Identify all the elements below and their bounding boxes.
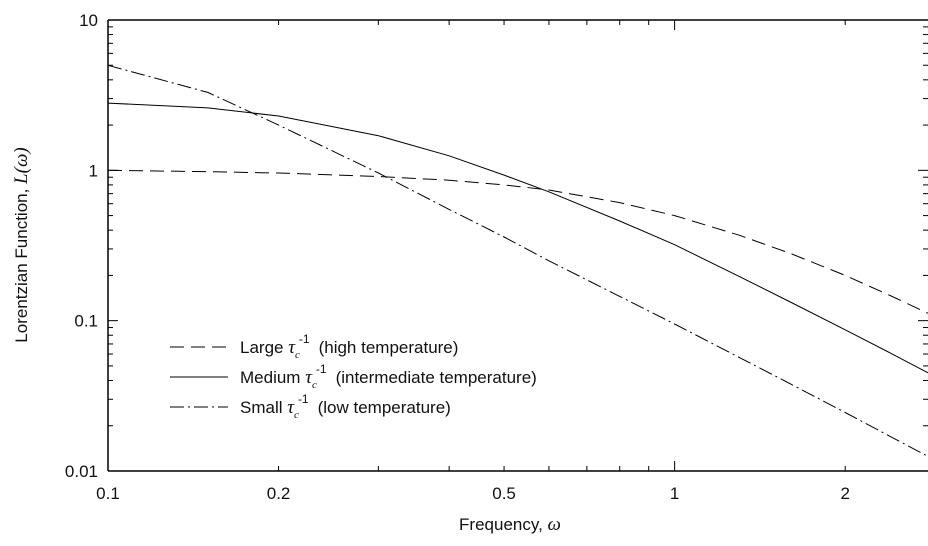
legend-entry-small: Small τc -1 (low temperature) xyxy=(240,392,451,421)
series-layer xyxy=(107,64,928,457)
series-line-solid xyxy=(107,102,928,374)
y-axis-title: Lorentzian Function, L(ω) xyxy=(11,147,32,342)
plot-frame xyxy=(107,19,928,472)
x-tick-label: 2 xyxy=(840,484,849,503)
y-tick-label: 10 xyxy=(79,11,98,30)
legend-large-tau: τ xyxy=(288,337,296,358)
legend-small-sup: -1 xyxy=(298,392,309,406)
x-axis-title-symbol: ω xyxy=(548,514,561,535)
legend-small-sub: c xyxy=(294,409,299,421)
legend-large-prefix: Large xyxy=(240,338,288,357)
legend-large-suffix: (high temperature) xyxy=(319,338,459,357)
legend-large-sub: c xyxy=(295,349,300,361)
legend-small-tau: τ xyxy=(287,397,295,418)
y-tick-label: 1 xyxy=(89,161,98,180)
series-line-dashed xyxy=(107,169,928,314)
legend-medium-prefix: Medium xyxy=(240,368,305,387)
series-line-dash-dot xyxy=(107,64,928,457)
legend-medium-sub: c xyxy=(312,379,317,391)
y-axis-title-symbol: L(ω) xyxy=(11,147,32,185)
legend-entry-medium: Medium τc -1 (intermediate temperature) xyxy=(240,362,537,391)
y-ticks: 0.01 0.1 1 10 xyxy=(65,11,928,481)
y-axis-title-text: Lorentzian Function, xyxy=(12,184,31,343)
x-tick-label: 0.5 xyxy=(492,484,516,503)
legend-small-prefix: Small xyxy=(240,398,287,417)
legend-entry-large: Large τc -1 (high temperature) xyxy=(240,332,458,361)
x-tick-label: 1 xyxy=(670,484,679,503)
legend-medium-sup: -1 xyxy=(316,362,327,376)
x-tick-label: 0.2 xyxy=(267,484,291,503)
x-axis-title: Frequency, ω xyxy=(459,514,561,535)
legend-medium-tau: τ xyxy=(305,367,313,388)
legend-small-suffix: (low temperature) xyxy=(318,398,451,417)
legend: Large τc-1 (high temperature) Medium τc-1… xyxy=(170,332,537,421)
y-tick-label: 0.01 xyxy=(65,462,98,481)
x-axis-title-text: Frequency, xyxy=(459,515,548,534)
x-tick-label: 0.1 xyxy=(96,484,120,503)
legend-medium-suffix: (intermediate temperature) xyxy=(336,368,537,387)
x-ticks: 0.1 0.2 0.5 1 2 xyxy=(96,20,850,503)
legend-large-sup: -1 xyxy=(299,332,310,346)
y-tick-label: 0.1 xyxy=(74,312,98,331)
